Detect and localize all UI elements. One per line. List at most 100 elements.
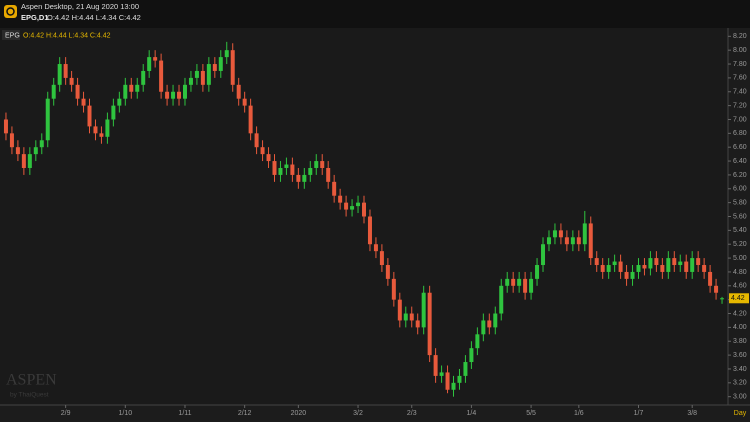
y-tick-label: 5.60 [733, 213, 747, 220]
header-bar [0, 0, 750, 28]
legend-symbol: EPG [5, 32, 20, 39]
candle-body [308, 167, 313, 175]
candle-body [373, 244, 378, 252]
candle-body [3, 119, 8, 134]
candle-body [254, 133, 259, 148]
candle-body [266, 154, 271, 162]
y-tick-label: 5.40 [733, 227, 747, 234]
candle-body [427, 292, 432, 356]
candle-body [177, 91, 182, 99]
candle-body [200, 70, 205, 85]
candle-body [171, 91, 176, 99]
x-tick-label: 5/5 [526, 410, 536, 417]
candle-body [350, 206, 355, 210]
candle-body [15, 147, 20, 155]
y-tick-label: 7.40 [733, 89, 747, 96]
candle-body [714, 285, 719, 293]
candle-body [391, 278, 396, 300]
candle-body [517, 278, 522, 286]
y-tick-label: 4.20 [733, 310, 747, 317]
candle-body [75, 84, 80, 99]
candle-body [445, 372, 450, 390]
y-tick-label: 6.20 [733, 172, 747, 179]
candle-body [39, 140, 44, 148]
candle-body [636, 265, 641, 272]
candle-body [630, 271, 635, 279]
candle-body [141, 70, 146, 85]
candle-body [57, 64, 62, 85]
y-tick-label: 6.60 [733, 144, 747, 151]
candle-body [260, 147, 265, 155]
candle-body [564, 237, 569, 245]
candle-body [332, 181, 337, 196]
candle-body [278, 167, 283, 175]
y-tick-label: 6.00 [733, 186, 747, 193]
candle-body [576, 237, 581, 245]
candle-body [457, 375, 462, 383]
candle-body [182, 84, 187, 99]
candle-body [439, 372, 444, 376]
candle-body [27, 154, 32, 168]
candle-body [165, 91, 170, 99]
candle-body [421, 292, 426, 328]
candle-body [594, 258, 599, 266]
candle-body [529, 278, 534, 293]
candle-body [720, 298, 725, 300]
symbol-timeframe: EPG,D1 [21, 13, 49, 22]
candle-body [415, 320, 420, 328]
candle-body [93, 126, 98, 134]
candle-body [558, 230, 563, 238]
legend-ohlc: O:4.42 H:4.44 L:4.34 C:4.42 [23, 32, 111, 39]
candle-body [188, 77, 193, 85]
candle-body [290, 164, 295, 175]
candle-body [403, 313, 408, 321]
app-icon [4, 5, 17, 18]
candle-body [117, 98, 122, 106]
x-tick-label: 1/10 [118, 410, 132, 417]
x-tick-label: 1/11 [178, 410, 191, 417]
y-tick-label: 7.80 [733, 61, 747, 68]
candle-body [505, 278, 510, 286]
candle-body [21, 154, 26, 168]
candle-body [546, 237, 551, 245]
candle-body [218, 57, 223, 71]
candle-body [678, 261, 683, 266]
y-tick-label: 3.80 [733, 338, 747, 345]
y-tick-label: 7.60 [733, 75, 747, 82]
candle-body [600, 265, 605, 272]
candle-body [129, 84, 134, 92]
candle-body [296, 174, 301, 182]
candle-body [469, 348, 474, 363]
candle-body [123, 84, 128, 99]
x-tick-label: 3/2 [353, 410, 363, 417]
candle-body [487, 320, 492, 328]
last-price-box [729, 293, 749, 304]
ohlc-header: O:4.42 H:4.44 L:4.34 C:4.42 [47, 13, 141, 22]
candle-body [302, 174, 307, 182]
candle-body [314, 161, 319, 168]
candle-body [541, 244, 546, 266]
candle-body [338, 195, 343, 203]
candle-body [326, 167, 331, 182]
candle-body [523, 278, 528, 293]
y-tick-label: 3.00 [733, 394, 747, 401]
x-tick-label: 1/7 [634, 410, 644, 417]
candle-body [367, 216, 372, 245]
y-tick-label: 3.20 [733, 380, 747, 387]
candle-body [684, 261, 689, 272]
y-tick-label: 6.80 [733, 130, 747, 137]
candle-body [618, 261, 623, 272]
candle-body [111, 105, 116, 120]
candle-body [702, 265, 707, 272]
candle-body [552, 230, 557, 238]
y-tick-label: 7.20 [733, 102, 747, 109]
candle-body [660, 265, 665, 272]
y-tick-label: 4.80 [733, 269, 747, 276]
candle-body [284, 164, 289, 168]
candle-body [224, 50, 229, 58]
watermark-sub: by ThaiQuest [10, 392, 49, 399]
candle-body [612, 261, 617, 266]
candle-body [356, 202, 361, 207]
app-icon-mark [6, 7, 15, 16]
